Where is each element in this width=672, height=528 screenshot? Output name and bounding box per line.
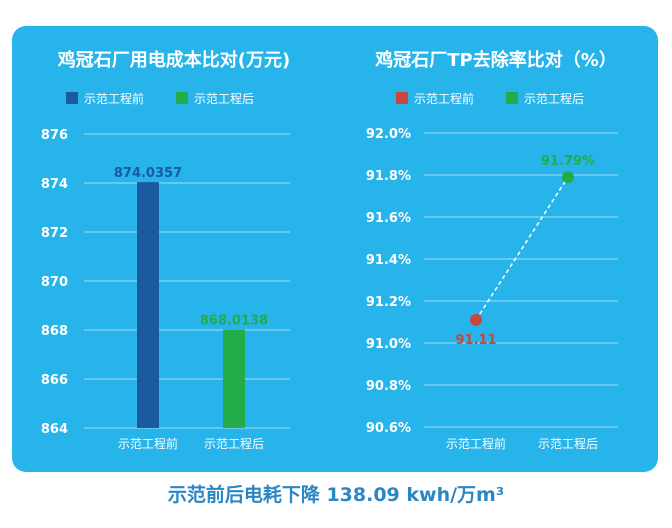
point-value-label: 91.11 (455, 333, 496, 348)
y-tick-label: 91.2% (366, 295, 411, 310)
y-tick-label: 91.4% (366, 253, 411, 268)
chart-panel (12, 26, 658, 472)
cost-chart-bars (137, 182, 245, 428)
y-tick-label: 864 (41, 422, 68, 437)
legend-label-before: 示范工程前 (84, 91, 144, 106)
y-tick-label: 870 (41, 275, 68, 290)
legend-label-after: 示范工程后 (194, 91, 254, 106)
x-tick-label: 示范工程前 (446, 436, 506, 451)
tp-chart-value-labels: 91.11 91.79% (455, 154, 595, 348)
cost-chart-title: 鸡冠石厂用电成本比对(万元) (57, 49, 290, 71)
tp-chart-legend: 示范工程前 示范工程后 (396, 91, 584, 106)
tp-chart-x-ticks: 示范工程前 示范工程后 (446, 436, 598, 451)
bar-value-label: 874.0357 (114, 166, 182, 181)
y-tick-label: 91.0% (366, 337, 411, 352)
point-value-label: 91.79% (541, 154, 595, 169)
bar (137, 182, 159, 428)
tp-chart: 鸡冠石厂TP去除率比对（%） 示范工程前 示范工程后 92.0% 91.8% 91.… (366, 49, 618, 451)
tp-chart-gridlines (424, 132, 618, 428)
x-tick-label: 示范工程前 (118, 436, 178, 451)
cost-chart: 鸡冠石厂用电成本比对(万元) 示范工程前 示范工程后 8768748728708… (41, 49, 290, 451)
y-tick-label: 868 (41, 324, 68, 339)
legend-swatch-after (506, 92, 518, 104)
legend-swatch-before (396, 92, 408, 104)
legend-swatch-after (176, 92, 188, 104)
legend-label-after: 示范工程后 (524, 91, 584, 106)
y-tick-label: 90.8% (366, 379, 411, 394)
tp-chart-points (470, 171, 574, 326)
y-tick-label: 866 (41, 373, 68, 388)
y-tick-label: 874 (41, 177, 68, 192)
bar (223, 329, 245, 428)
bar-value-label: 868.0138 (200, 314, 268, 329)
legend-label-before: 示范工程前 (414, 91, 474, 106)
cost-chart-x-ticks: 示范工程前 示范工程后 (118, 436, 264, 451)
y-tick-label: 876 (41, 128, 68, 143)
legend-swatch-before (66, 92, 78, 104)
data-point (470, 313, 482, 326)
x-tick-label: 示范工程后 (204, 436, 264, 451)
cost-chart-legend: 示范工程前 示范工程后 (66, 91, 254, 106)
cost-chart-y-ticks: 876 874 872 870 868 866 864 (41, 128, 68, 437)
footer-summary: 示范前后电耗下降 138.09 kwh/万m³ (167, 484, 505, 506)
y-tick-label: 92.0% (366, 127, 411, 142)
y-tick-label: 90.6% (366, 421, 411, 436)
cost-chart-value-labels: 874.0357 868.0138 (114, 166, 268, 329)
cost-chart-gridlines (84, 133, 290, 429)
x-tick-label: 示范工程后 (538, 436, 598, 451)
data-point (562, 171, 574, 184)
y-tick-label: 91.6% (366, 211, 411, 226)
series-line (475, 176, 569, 321)
tp-chart-y-ticks: 92.0% 91.8% 91.6% 91.4% 91.2% 91.0% 90.8% 90.6% (366, 127, 411, 436)
tp-chart-title: 鸡冠石厂TP去除率比对（%） (374, 49, 617, 71)
y-tick-label: 91.8% (366, 169, 411, 184)
tp-chart-series-line (475, 176, 569, 321)
y-tick-label: 872 (41, 226, 68, 241)
